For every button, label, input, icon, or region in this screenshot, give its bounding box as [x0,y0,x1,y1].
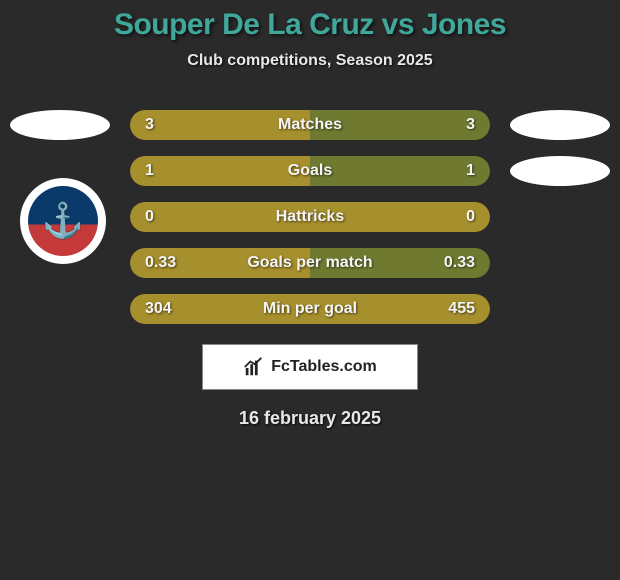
stat-value-right: 1 [466,156,475,186]
stat-value-right: 3 [466,110,475,140]
bar-right [310,156,490,186]
bar-left [130,294,490,324]
stat-value-right: 0.33 [444,248,475,278]
date-line: 16 february 2025 [0,408,620,429]
bar-container [130,110,490,140]
anchor-icon: ⚓ [42,201,84,241]
stat-value-left: 304 [145,294,172,324]
stat-value-left: 0.33 [145,248,176,278]
page-subtitle: Club competitions, Season 2025 [0,52,620,70]
player-avatar-left [10,110,110,140]
bar-container [130,202,490,232]
stat-value-right: 0 [466,202,475,232]
bar-left [130,110,310,140]
bar-container [130,156,490,186]
bar-right [310,110,490,140]
stat-row: 33Matches [0,110,620,140]
player-avatar-right [510,110,610,140]
page-title: Souper De La Cruz vs Jones [0,8,620,42]
chart-icon [243,356,265,378]
stat-value-left: 1 [145,156,154,186]
bar-container [130,248,490,278]
comparison-card: Souper De La Cruz vs Jones Club competit… [0,0,620,429]
club-avatar-right [510,156,610,186]
club-badge-inner: ⚓ [28,186,98,256]
bar-left [130,156,310,186]
stat-row: 11Goals [0,156,620,186]
brand-label: FcTables.com [271,358,377,376]
stat-value-right: 455 [448,294,475,324]
bar-container [130,294,490,324]
brand-box[interactable]: FcTables.com [202,344,418,390]
stat-row: 304455Min per goal [0,294,620,324]
bar-left [130,202,490,232]
stat-value-left: 3 [145,110,154,140]
club-badge-left: ⚓ [20,178,106,264]
stat-row: 0.330.33Goals per match [0,248,620,278]
stat-value-left: 0 [145,202,154,232]
